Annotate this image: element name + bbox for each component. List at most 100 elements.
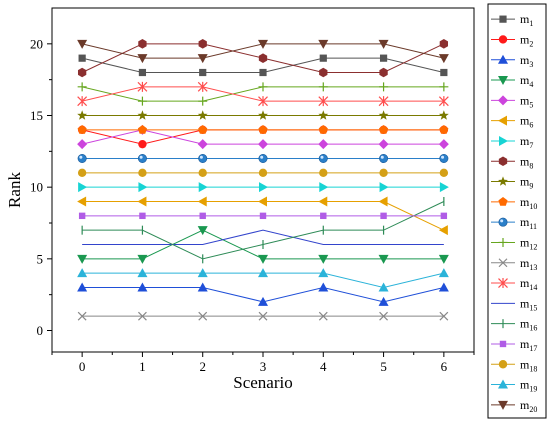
legend-label-sub: 12 — [529, 242, 537, 251]
legend-label-sub: 20 — [529, 405, 537, 414]
data-point-m6-3 — [258, 196, 267, 207]
legend-label-main: m — [520, 357, 530, 371]
legend-label-main: m — [520, 235, 530, 249]
data-point-m3-5 — [378, 296, 389, 306]
data-point-m1-0 — [78, 54, 86, 62]
legend-label-m20: m20 — [520, 398, 537, 414]
data-point-m14-3 — [258, 96, 268, 107]
data-point-m9-6 — [438, 110, 449, 120]
legend-label-main: m — [520, 256, 530, 270]
series-m17 — [78, 212, 448, 220]
data-point-m18-6 — [439, 168, 449, 178]
legend-marker-m12 — [498, 237, 508, 247]
data-point-m7-4 — [319, 182, 329, 193]
data-point-m12-0 — [77, 82, 87, 92]
data-point-m10-6 — [439, 125, 449, 134]
data-point-m19-3 — [258, 268, 268, 278]
data-point-m18-5 — [379, 168, 388, 178]
data-point-m19-2 — [197, 268, 208, 278]
data-point-m3-4 — [318, 282, 329, 292]
legend-label-m17: m17 — [520, 337, 537, 353]
legend-item-m11: m11 — [491, 215, 537, 231]
legend-label-main: m — [520, 73, 530, 87]
data-point-m11-5 — [379, 154, 389, 164]
data-point-m17-5 — [380, 212, 387, 220]
data-point-m19-4 — [318, 268, 329, 278]
legend-marker-m20 — [498, 400, 508, 410]
legend-marker-m14 — [498, 278, 508, 289]
legend-label-sub: 19 — [529, 385, 537, 394]
data-point-m13-0 — [77, 311, 87, 321]
data-point-m19-5 — [378, 282, 389, 292]
legend-label-sub: 8 — [529, 161, 533, 170]
legend-label-m5: m5 — [520, 93, 533, 109]
x-tick-label: 0 — [79, 359, 86, 374]
data-point-m12-2 — [198, 96, 208, 106]
data-point-m5-5 — [378, 139, 389, 150]
legend-item-m13: m13 — [491, 256, 537, 272]
data-point-m4-2 — [197, 226, 208, 236]
data-point-m11-2 — [198, 154, 208, 164]
legend-label-main: m — [520, 215, 530, 229]
legend-label-sub: 14 — [529, 283, 537, 292]
legend-marker-m5 — [498, 95, 508, 106]
legend-label-main: m — [520, 93, 530, 107]
data-point-m11-0 — [77, 154, 87, 164]
legend-marker-m6 — [498, 115, 507, 126]
data-point-m4-0 — [77, 254, 88, 264]
data-point-m20-1 — [137, 54, 148, 64]
data-point-m11-1 — [137, 154, 147, 164]
legend-label-sub: 13 — [529, 263, 537, 272]
series-m9 — [77, 110, 449, 120]
data-point-m11-1-highlight — [139, 155, 143, 159]
legend-label-main: m — [520, 175, 530, 189]
legend-marker-m18 — [498, 360, 508, 369]
data-point-m4-6 — [438, 254, 449, 264]
data-point-m20-4 — [318, 39, 329, 49]
data-point-m3-3 — [258, 296, 268, 306]
data-point-m19-6 — [438, 268, 449, 278]
data-point-m14-4 — [318, 96, 329, 107]
legend-label-m2: m2 — [520, 32, 533, 48]
data-point-m10-0 — [77, 125, 87, 134]
data-point-m11-0-highlight — [79, 155, 83, 159]
data-point-m14-2 — [197, 81, 208, 92]
legend-label-sub: 17 — [529, 344, 537, 353]
data-point-m13-4 — [318, 311, 328, 321]
data-point-m1-6 — [440, 68, 448, 77]
data-point-m10-5 — [379, 125, 389, 134]
data-point-m8-6 — [439, 39, 449, 49]
legend-item-m20: m20 — [491, 398, 537, 414]
legend-marker-m7 — [499, 135, 508, 146]
legend-label-m1: m1 — [520, 12, 533, 28]
legend-label-main: m — [520, 12, 530, 26]
legend-label-main: m — [520, 337, 530, 351]
data-point-m7-2 — [198, 182, 208, 193]
legend-label-main: m — [520, 378, 530, 392]
legend-label-main: m — [520, 53, 530, 67]
legend-label-m18: m18 — [520, 357, 537, 373]
legend-label-main: m — [520, 296, 530, 310]
series-m18 — [77, 168, 449, 178]
legend-item-m2: m2 — [491, 32, 533, 48]
data-point-m20-3 — [258, 39, 268, 49]
legend-item-m5: m5 — [491, 93, 533, 109]
series-m8 — [77, 39, 449, 78]
legend-marker-m3 — [498, 54, 508, 64]
series-m20 — [77, 39, 449, 64]
data-point-m14-6 — [438, 96, 449, 107]
data-point-m10-4 — [318, 125, 328, 134]
legend-marker-m13 — [498, 258, 508, 268]
data-point-m7-3 — [259, 182, 268, 193]
series-m15 — [82, 229, 444, 245]
series-m1 — [78, 54, 448, 77]
legend: m1m2m3m4m5m6m7m8m9m10m11m12m13m14m15m16m… — [487, 3, 547, 419]
legend-item-m18: m18 — [491, 357, 537, 373]
data-point-m12-5 — [379, 82, 389, 92]
legend-item-m1: m1 — [491, 12, 533, 28]
data-point-m7-5 — [379, 182, 389, 193]
legend-marker-m19 — [498, 379, 508, 389]
y-tick-label: 0 — [37, 323, 44, 338]
